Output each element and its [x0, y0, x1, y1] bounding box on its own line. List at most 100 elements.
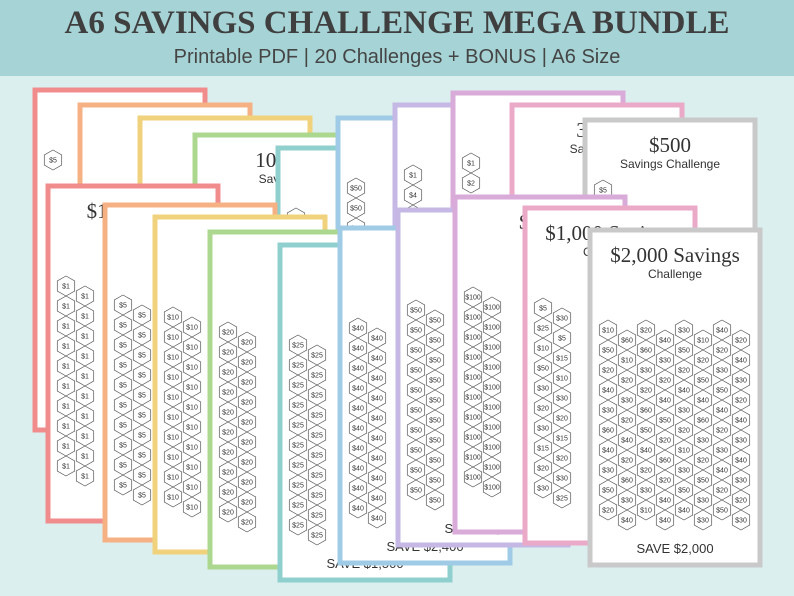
hex-label: $20	[222, 430, 234, 437]
hex-cell	[552, 487, 572, 509]
hex-label: $1	[62, 304, 70, 311]
hex-label: $40	[659, 498, 671, 505]
hex-label: $1	[81, 434, 89, 441]
hex-label: $20	[697, 458, 709, 465]
hex-cell	[406, 479, 426, 501]
hex-label: $60	[621, 478, 633, 485]
hex-label: $40	[678, 388, 690, 395]
hex-label: $100	[465, 395, 481, 402]
hex-label: $20	[659, 478, 671, 485]
hex-label: $50	[429, 318, 441, 325]
hex-label: $10	[186, 405, 198, 412]
hex-label: $30	[735, 478, 747, 485]
hex-label: $5	[138, 453, 146, 460]
hex-label: $100	[484, 445, 500, 452]
hex-label: $15	[537, 446, 549, 453]
hex-label: $30	[735, 378, 747, 385]
hex-label: $50	[410, 328, 422, 335]
hex-label: $40	[659, 338, 671, 345]
hex-label: $20	[241, 460, 253, 467]
hex-cell	[636, 499, 656, 521]
hex-cell	[674, 499, 694, 521]
hex-label: $5	[119, 423, 127, 430]
header-title: A6 SAVINGS CHALLENGE MEGA BUNDLE	[64, 5, 729, 41]
hex-label: $10	[167, 395, 179, 402]
hex-label: $20	[659, 438, 671, 445]
hex-cell	[113, 474, 133, 496]
hex-label: $10	[167, 355, 179, 362]
hex-label: $40	[352, 466, 364, 473]
hex-label: $10	[186, 385, 198, 392]
hex-label: $20	[640, 468, 652, 475]
hex-label: $50	[410, 408, 422, 415]
hex-label: $40	[371, 516, 383, 523]
hex-label: $25	[292, 443, 304, 450]
hex-label: $50	[602, 348, 614, 355]
hex-cell	[56, 455, 76, 477]
hex-label: $5	[119, 443, 127, 450]
hex-label: $20	[222, 390, 234, 397]
hex-label: $5	[119, 363, 127, 370]
header-subtitle: Printable PDF | 20 Challenges + BONUS | …	[174, 46, 621, 68]
hex-label: $20	[621, 378, 633, 385]
hex-label: $30	[621, 498, 633, 505]
hex-label: $50	[602, 488, 614, 495]
header-band	[0, 0, 794, 76]
hex-label: $5	[138, 333, 146, 340]
hex-label: $1	[81, 474, 89, 481]
hex-label: $30	[556, 396, 568, 403]
hex-label: $20	[735, 498, 747, 505]
hex-label: $40	[371, 396, 383, 403]
hex-cell	[617, 509, 637, 531]
hex-label: $40	[716, 468, 728, 475]
hex-label: $20	[222, 510, 234, 517]
hex-label: $1	[62, 284, 70, 291]
hex-label: $25	[292, 343, 304, 350]
hex-label: $100	[484, 405, 500, 412]
hex-label: $25	[311, 353, 323, 360]
hex-label: $30	[716, 368, 728, 375]
hex-label: $20	[716, 488, 728, 495]
hex-cell	[182, 496, 202, 518]
hex-label: $50	[429, 478, 441, 485]
hex-label: $5	[539, 306, 547, 313]
hex-label: $4	[409, 193, 417, 200]
hex-label: $25	[292, 463, 304, 470]
hex-label: $5	[119, 323, 127, 330]
hex-label: $10	[621, 358, 633, 365]
hex-label: $5	[119, 343, 127, 350]
hex-label: $20	[537, 406, 549, 413]
hex-label: $10	[167, 435, 179, 442]
hex-cell	[598, 499, 618, 521]
hex-label: $10	[167, 495, 179, 502]
hex-label: $1	[409, 173, 417, 180]
hex-label: $30	[697, 438, 709, 445]
hex-label: $50	[410, 428, 422, 435]
hex-label: $100	[484, 485, 500, 492]
hex-label: $50	[429, 498, 441, 505]
hex-label: $20	[556, 456, 568, 463]
card-title: $500	[649, 133, 691, 157]
card-subtitle: Savings Challenge	[620, 157, 720, 171]
hex-label: $40	[716, 408, 728, 415]
hex-label: $1	[81, 394, 89, 401]
hex-label: $10	[537, 346, 549, 353]
hex-label: $5	[49, 158, 57, 165]
hex-label: $20	[697, 358, 709, 365]
hex-label: $30	[602, 408, 614, 415]
hex-label: $50	[678, 488, 690, 495]
hex-label: $25	[311, 513, 323, 520]
hex-label: $5	[599, 188, 607, 195]
hex-label: $20	[640, 328, 652, 335]
hex-label: $30	[716, 448, 728, 455]
hex-label: $40	[352, 346, 364, 353]
hex-label: $50	[429, 438, 441, 445]
hex-label: $1	[81, 454, 89, 461]
card-content: $40C$40$40$40$40$40$40$40$40$40$40$40$40…	[348, 241, 464, 554]
hex-label: $5	[138, 493, 146, 500]
hex-label: $50	[429, 418, 441, 425]
hex-label: $30	[640, 368, 652, 375]
hex-label: $20	[678, 428, 690, 435]
hex-label: $20	[678, 368, 690, 375]
